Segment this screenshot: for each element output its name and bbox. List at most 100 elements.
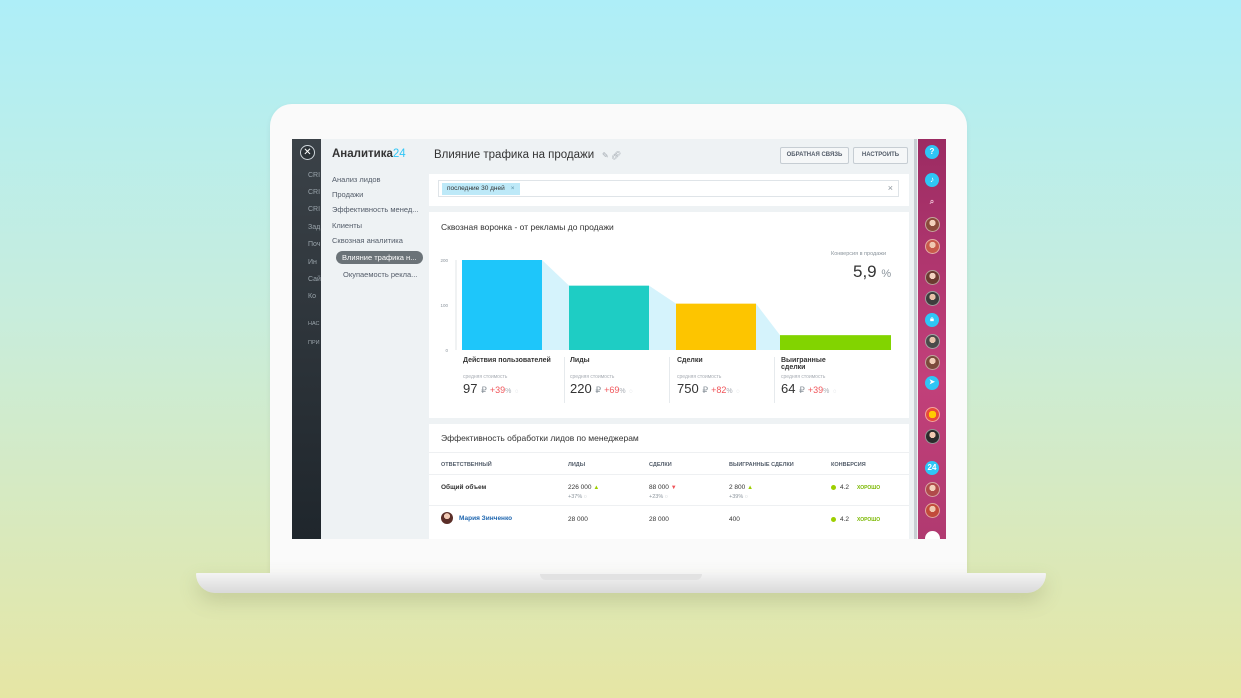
funnel-title: Сквозная воронка - от рекламы до продажи bbox=[441, 222, 614, 232]
stage-leads: Лиды средняя стоимость 220 ₽ +69% ◌ bbox=[570, 357, 670, 396]
menu-item-leads-analysis[interactable]: Анализ лидов bbox=[332, 175, 381, 184]
avatar[interactable] bbox=[925, 217, 940, 232]
stage-user-actions: Действия пользователей средняя стоимость… bbox=[463, 357, 563, 396]
menu-item-traffic-impact[interactable]: Влияние трафика н... bbox=[336, 251, 423, 264]
menu-item-manager-efficiency[interactable]: Эффективность менед... bbox=[332, 205, 419, 214]
funnel-chart: 200 100 0 bbox=[440, 258, 891, 353]
total-won: 2 800 ▲ bbox=[729, 484, 754, 491]
stage-name: Действия пользователей bbox=[463, 357, 551, 364]
info-icon: ◌ bbox=[514, 389, 519, 395]
link-icon[interactable]: 🔗︎ bbox=[610, 151, 622, 160]
laptop-notch bbox=[540, 574, 702, 580]
clear-filter-icon[interactable]: × bbox=[887, 183, 893, 193]
main-sidebar-collapsed: ✕ CRI CRI CRI Зад Поч Ин Сай Ко НАС ПРИ bbox=[292, 139, 321, 539]
stage-sub-label: средняя стоимость bbox=[463, 374, 508, 380]
left-stub[interactable]: ПРИ bbox=[308, 340, 320, 346]
status-dot bbox=[831, 485, 836, 490]
left-stub[interactable]: CRI bbox=[308, 206, 321, 213]
menu-item-sales[interactable]: Продажи bbox=[332, 190, 364, 199]
avatar[interactable] bbox=[925, 355, 940, 370]
funnel-bar[interactable] bbox=[569, 285, 649, 350]
laptop-base bbox=[196, 573, 1046, 593]
left-stub[interactable]: Ин bbox=[308, 259, 317, 266]
chip-remove-icon[interactable]: × bbox=[510, 185, 515, 192]
total-label: Общий объем bbox=[441, 484, 487, 491]
funnel-connector bbox=[649, 285, 676, 350]
bitrix24-icon[interactable]: 24 bbox=[925, 461, 939, 475]
column-header[interactable]: ВЫИГРАННЫЕ СДЕЛКИ bbox=[729, 462, 794, 468]
avatar[interactable] bbox=[925, 334, 940, 349]
column-header[interactable]: СДЕЛКИ bbox=[649, 462, 672, 468]
avatar[interactable] bbox=[925, 429, 940, 444]
funnel-connector bbox=[756, 303, 780, 350]
filter-panel: последние 30 дней × × bbox=[429, 174, 909, 206]
manager-name[interactable]: Мария Зинченко bbox=[459, 515, 513, 522]
avatar[interactable] bbox=[925, 239, 940, 254]
column-header[interactable]: ОТВЕТСТВЕННЫЙ bbox=[441, 462, 492, 468]
total-deals: 88 000 ▼ bbox=[649, 484, 677, 491]
feedback-button[interactable]: ОБРАТНАЯ СВЯЗЬ bbox=[780, 147, 849, 164]
close-icon[interactable]: ✕ bbox=[300, 145, 315, 160]
help-icon[interactable]: ? bbox=[925, 145, 939, 159]
conversion-label: Конверсия в продажи bbox=[831, 251, 887, 257]
avatar[interactable] bbox=[925, 291, 940, 306]
scrollbar[interactable] bbox=[914, 139, 917, 539]
conversion-value: 5,9 % bbox=[853, 262, 892, 281]
telegram-icon[interactable]: ➤ bbox=[925, 376, 939, 390]
settings-button[interactable]: НАСТРОИТЬ bbox=[853, 147, 908, 164]
stage-name: Лиды bbox=[570, 357, 590, 364]
column-header[interactable]: ЛИДЫ bbox=[568, 462, 586, 468]
avatar[interactable] bbox=[925, 503, 940, 518]
info-icon: ◌ bbox=[832, 389, 837, 395]
period-chip[interactable]: последние 30 дней × bbox=[442, 183, 520, 195]
total-won-pct: +39% ◌ bbox=[729, 494, 749, 500]
left-stub[interactable]: Зад bbox=[308, 224, 321, 231]
avatar[interactable] bbox=[925, 482, 940, 497]
left-stub[interactable]: Сай bbox=[308, 276, 321, 283]
stage-sub-label: средняя стоимость bbox=[570, 374, 615, 380]
stage-value: 750 bbox=[677, 381, 699, 396]
menu-item-ad-payback[interactable]: Окупаемость рекла... bbox=[343, 270, 418, 279]
edit-icon[interactable]: ✎ bbox=[602, 151, 609, 160]
left-stub[interactable]: Поч bbox=[308, 241, 321, 248]
app-logo: Аналитика24 bbox=[332, 148, 406, 160]
menu-item-end-to-end-analytics[interactable]: Сквозная аналитика bbox=[332, 236, 403, 245]
left-stub[interactable]: CRI bbox=[308, 189, 321, 196]
left-stub[interactable]: Ко bbox=[308, 293, 316, 300]
avatar[interactable] bbox=[925, 270, 940, 285]
stage-value: 64 bbox=[781, 381, 796, 396]
avatar[interactable] bbox=[925, 407, 940, 422]
stage-value: 220 bbox=[570, 381, 592, 396]
stage-name: Выигранные сделки bbox=[781, 357, 826, 371]
funnel-bar[interactable] bbox=[780, 335, 891, 350]
menu-item-clients[interactable]: Клиенты bbox=[332, 221, 363, 230]
column-header[interactable]: КОНВЕРСИЯ bbox=[831, 462, 866, 468]
search-icon[interactable]: ⌕ bbox=[929, 197, 935, 206]
y-tick-label: 100 bbox=[440, 303, 448, 308]
stage-change: +39 bbox=[807, 385, 824, 395]
left-stub[interactable]: НАС bbox=[308, 321, 320, 327]
stage-deals: Сделки средняя стоимость 750 ₽ +82% ◌ bbox=[677, 357, 777, 396]
stage-change: +39 bbox=[489, 385, 506, 395]
avatar bbox=[441, 512, 453, 524]
stage-sub-label: средняя стоимость bbox=[677, 374, 722, 380]
stage-name: Сделки bbox=[677, 357, 703, 364]
arrow-up-icon: ▲ bbox=[747, 485, 754, 491]
info-icon: ◌ bbox=[629, 389, 633, 395]
bell-icon[interactable]: ♪ bbox=[925, 173, 939, 187]
rating-badge: ХОРОШО bbox=[857, 485, 881, 491]
funnel-bar[interactable] bbox=[462, 260, 542, 350]
table-title: Эффективность обработки лидов по менедже… bbox=[441, 433, 639, 443]
arrow-up-icon: ▲ bbox=[593, 485, 600, 491]
lock-icon[interactable]: 🔒︎ bbox=[925, 313, 939, 327]
avatar[interactable] bbox=[925, 531, 940, 539]
row-won: 400 bbox=[729, 516, 740, 523]
manager-efficiency-table: Эффективность обработки лидов по менедже… bbox=[429, 424, 909, 539]
left-stub[interactable]: CRI bbox=[308, 172, 321, 179]
y-tick-label: 200 bbox=[440, 258, 448, 263]
y-tick-label: 0 bbox=[445, 348, 448, 353]
stage-value: 97 bbox=[463, 381, 478, 396]
filter-input[interactable]: последние 30 дней × × bbox=[438, 180, 899, 197]
total-deals-pct: +23% ◌ bbox=[649, 494, 669, 500]
funnel-bar[interactable] bbox=[676, 303, 756, 350]
